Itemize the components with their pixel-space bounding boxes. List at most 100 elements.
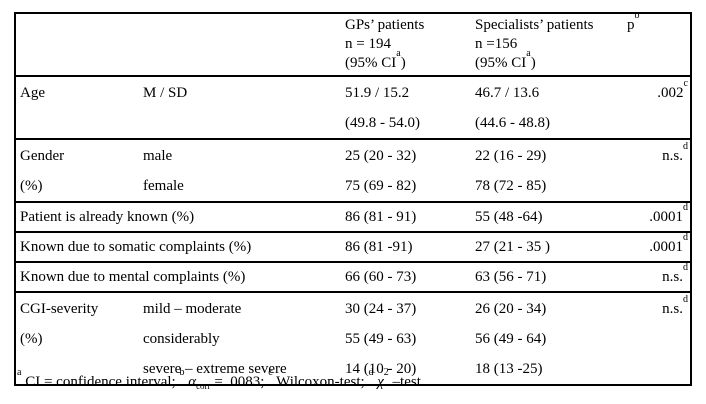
row-age: Age M / SD 51.9 / 15.2 (49.8 - 54.0) 46.… (15, 76, 691, 139)
footnote-chi-test: –test (388, 374, 421, 390)
gender-gps-male: 25 (20 - 32) (345, 148, 417, 164)
header-spec-ci-close: ) (530, 55, 536, 71)
header-specialists-patients: Specialists’ patients n =156 (95% CIa) (471, 13, 623, 76)
cgi-gps-cell: 30 (24 - 37) 55 (49 - 63) 14 (10 - 20) (341, 292, 471, 385)
patient-known-gps-cell: 86 (81 - 91) (345, 209, 417, 225)
cgi-severe-label: severe – extreme severe (143, 361, 287, 377)
footnote-alpha-value: = .0083; (210, 374, 269, 390)
cgi-spec-cell: 26 (20 - 34) 56 (49 - 64) 18 (13 -25) (471, 292, 623, 385)
patient-known-spec-cell: 55 (48 -64) (475, 209, 543, 225)
cgi-p-value: n.s. (662, 301, 683, 317)
header-gps-patients: GPs’ patients n = 194 (95% CIa) (341, 13, 471, 76)
patient-known-p-value: .0001 (649, 209, 683, 225)
mental-p-value: n.s. (662, 269, 683, 285)
cgi-categories-cell: mild – moderate considerably severe – ex… (139, 292, 341, 385)
gender-p-cell: n.s.d (623, 139, 691, 202)
footnote-marker-a: a (396, 48, 401, 59)
row-gender: Gender (%) male female 25 (20 - 32) 75 (… (15, 139, 691, 202)
cgi-spec-severe: 18 (13 -25) (475, 361, 543, 377)
cgi-spec-mild: 26 (20 - 34) (475, 301, 547, 317)
mental-label-cell: Known due to mental complaints (%) (20, 269, 246, 285)
header-p-text: p (627, 17, 635, 33)
row-patient-known: Patient is already known (%) 86 (81 - 91… (15, 202, 691, 232)
footnote-marker-d: d (683, 294, 688, 305)
footnote-marker-d: d (368, 367, 374, 378)
chi-squared-exponent: 2 (383, 367, 389, 378)
footnote-marker-d: d (683, 262, 688, 273)
gender-p-value: n.s. (662, 148, 683, 164)
cgi-mild-label: mild – moderate (143, 301, 242, 317)
footnote-marker-c: c (683, 78, 688, 89)
header-spec-ci-text: (95% CI (475, 55, 527, 71)
footnote-wilcoxon: Wilcoxon-test; (272, 374, 369, 390)
cgi-unit: (%) (20, 331, 43, 347)
header-p-value: pb (623, 13, 691, 76)
header-spec-ci: (95% CIa) (475, 49, 621, 73)
age-gps-msd: 51.9 / 15.2 (345, 85, 410, 101)
footnote-marker-b: b (179, 367, 185, 378)
gender-label-cell: Gender (%) (15, 139, 139, 202)
somatic-spec-cell: 27 (21 - 35 ) (475, 239, 550, 255)
mental-gps-cell: 66 (60 - 73) (345, 269, 417, 285)
footnote-marker-d: d (683, 232, 688, 243)
gender-spec-male: 22 (16 - 29) (475, 148, 547, 164)
cgi-p-cell: n.s.d (623, 292, 691, 385)
gender-spec-cell: 22 (16 - 29) 78 (72 - 85) (471, 139, 623, 202)
footnote-ci-definition: CI = confidence interval; (21, 374, 180, 390)
somatic-gps-cell: 86 (81 -91) (345, 239, 413, 255)
age-label-cell: Age (20, 85, 45, 101)
header-gps-line1: GPs’ patients (345, 17, 425, 33)
header-gps-n: n = 194 (345, 36, 391, 52)
gender-male-label: male (143, 148, 173, 164)
cgi-gps-mild: 30 (24 - 37) (345, 301, 417, 317)
age-spec-ci: (44.6 - 48.8) (475, 115, 550, 131)
header-blank-cell (15, 13, 341, 76)
cgi-gps-considerably: 55 (49 - 63) (345, 331, 417, 347)
age-p-cell: .002c (623, 76, 691, 139)
age-gps-cell: 51.9 / 15.2 (49.8 - 54.0) (341, 76, 471, 139)
header-spec-line1: Specialists’ patients (475, 17, 594, 33)
patient-known-p-cell: .0001d (623, 202, 691, 232)
age-spec-msd: 46.7 / 13.6 (475, 85, 540, 101)
gender-categories-cell: male female (139, 139, 341, 202)
gender-gps-cell: 25 (20 - 32) 75 (69 - 82) (341, 139, 471, 202)
alpha-corr-subscript: corr (196, 381, 211, 391)
somatic-p-cell: .0001d (623, 232, 691, 262)
patient-known-label-cell: Patient is already known (%) (20, 209, 195, 225)
cgi-label-cell: CGI-severity (%) (15, 292, 139, 385)
age-spec-cell: 46.7 / 13.6 (44.6 - 48.8) (471, 76, 623, 139)
table-header-row: GPs’ patients n = 194 (95% CIa) Speciali… (15, 13, 691, 76)
row-somatic-complaints: Known due to somatic complaints (%) 86 (… (15, 232, 691, 262)
cgi-gps-severe: 14 (10 - 20) (345, 361, 417, 377)
mental-p-cell: n.s.d (623, 262, 691, 292)
footnote-marker-b: b (634, 13, 640, 21)
gender-gps-female: 75 (69 - 82) (345, 178, 417, 194)
row-mental-complaints: Known due to mental complaints (%) 66 (6… (15, 262, 691, 292)
header-gps-ci-text: (95% CI (345, 55, 397, 71)
gender-unit: (%) (20, 178, 43, 194)
header-gps-ci-close: ) (400, 55, 406, 71)
alpha-symbol: α (184, 374, 197, 390)
somatic-label-cell: Known due to somatic complaints (%) (20, 239, 252, 255)
header-gps-ci: (95% CIa) (345, 49, 469, 73)
header-spec-n: n =156 (475, 36, 518, 52)
footnote-marker-d: d (683, 141, 688, 152)
cgi-considerably-label: considerably (143, 331, 220, 347)
cgi-spec-considerably: 56 (49 - 64) (475, 331, 547, 347)
gender-female-label: female (143, 178, 184, 194)
mental-spec-cell: 63 (56 - 71) (475, 269, 547, 285)
table-footnote: a CI = confidence interval; b αcorr = .0… (17, 368, 689, 393)
patient-comparison-table: GPs’ patients n = 194 (95% CIa) Speciali… (14, 12, 692, 386)
age-measure-cell: M / SD (143, 85, 188, 101)
chi-symbol: χ (373, 374, 384, 390)
footnote-marker-c: c (268, 367, 273, 378)
footnote-marker-a: a (17, 367, 22, 378)
row-cgi-severity: CGI-severity (%) mild – moderate conside… (15, 292, 691, 385)
age-gps-ci: (49.8 - 54.0) (345, 115, 420, 131)
footnote-marker-a: a (526, 48, 531, 59)
cgi-label: CGI-severity (20, 301, 99, 317)
age-p-value: .002 (657, 85, 684, 101)
gender-spec-female: 78 (72 - 85) (475, 178, 547, 194)
somatic-p-value: .0001 (649, 239, 683, 255)
